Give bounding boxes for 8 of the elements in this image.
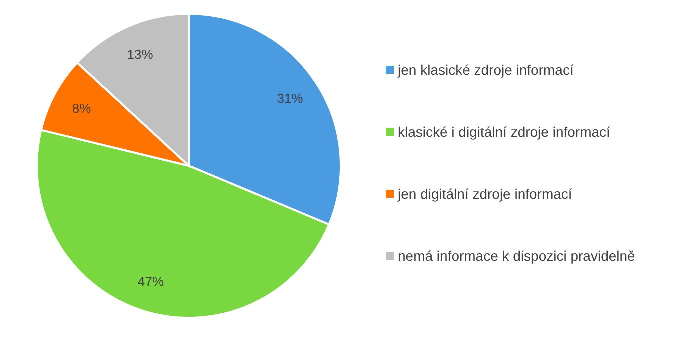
data-label: 31%: [277, 91, 304, 106]
data-label: 8%: [72, 101, 92, 116]
legend-label: jen klasické zdroje informací: [397, 62, 574, 78]
data-label: 47%: [138, 274, 164, 290]
legend-label: klasické i digitální zdroje informací: [398, 124, 611, 140]
data-label: 13%: [127, 47, 154, 62]
legend-label: nemá informace k dispozici pravidelně: [398, 248, 636, 264]
legend-label: jen digitální zdroje informací: [397, 186, 572, 202]
